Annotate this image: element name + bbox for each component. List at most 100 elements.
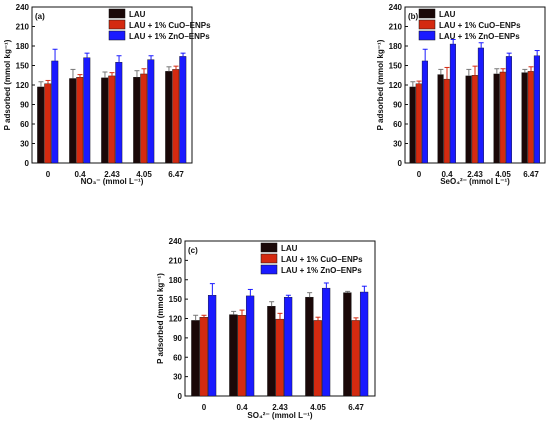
y-tick-label: 120 <box>16 81 30 90</box>
bar-1 <box>165 71 173 164</box>
legend-swatch-2 <box>418 19 436 30</box>
bar-3 <box>179 56 187 164</box>
x-tick-label: 6.47 <box>168 170 184 179</box>
panel-label: (c) <box>188 246 198 255</box>
x-axis-label: SO₄²⁻ (mmol L⁻¹) <box>247 411 312 420</box>
y-tick-label: 60 <box>20 120 29 129</box>
bar-3 <box>321 287 331 397</box>
x-axis-label: NO₃⁻ (mmol L⁻¹) <box>81 177 144 186</box>
y-tick-label: 30 <box>20 140 29 149</box>
bar-2 <box>415 83 422 164</box>
y-tick-label: 120 <box>169 315 183 324</box>
legend-swatch-1 <box>260 242 278 253</box>
bar-1 <box>69 78 77 164</box>
y-tick-label: 0 <box>398 159 403 168</box>
bar-3 <box>477 47 484 164</box>
x-tick-label: 4.05 <box>136 170 152 179</box>
bar-3 <box>207 295 217 397</box>
y-tick-label: 120 <box>389 81 403 90</box>
bar-1 <box>521 72 528 164</box>
x-tick-label: 4.05 <box>310 403 326 412</box>
bar-1 <box>305 296 314 397</box>
bar-1 <box>191 320 200 397</box>
y-tick-label: 210 <box>16 23 30 32</box>
bar-3 <box>533 55 540 164</box>
x-tick-label: 2.43 <box>467 170 483 179</box>
legend-swatch-3 <box>108 30 126 41</box>
y-tick-label: 60 <box>393 120 402 129</box>
y-tick-label: 90 <box>20 101 29 110</box>
bar-2 <box>76 76 84 164</box>
bar-3 <box>115 62 123 164</box>
y-tick-label: 180 <box>389 42 403 51</box>
x-tick-label: 0.4 <box>74 170 86 179</box>
bar-2 <box>499 71 506 164</box>
y-tick-label: 240 <box>169 237 183 246</box>
bar-3 <box>359 291 369 397</box>
x-tick-label: 2.43 <box>272 403 288 412</box>
bar-3 <box>421 60 428 164</box>
y-tick-label: 0 <box>178 392 183 401</box>
legend-swatch-1 <box>418 8 436 19</box>
bar-1 <box>465 75 472 164</box>
bar-1 <box>229 314 238 397</box>
x-tick-label: 6.47 <box>348 403 364 412</box>
bar-1 <box>493 73 500 164</box>
y-axis-label: P adsorbed (mmol kg⁻¹) <box>376 39 385 130</box>
y-tick-label: 0 <box>25 159 30 168</box>
bar-2 <box>443 78 450 164</box>
x-tick-label: 0 <box>417 170 422 179</box>
y-tick-label: 210 <box>169 256 183 265</box>
x-tick-label: 0 <box>202 403 207 412</box>
y-tick-label: 180 <box>169 276 183 285</box>
bar-1 <box>343 292 352 397</box>
x-tick-label: 0.4 <box>441 170 453 179</box>
y-axis-label: P adsorbed (mmol kg⁻¹) <box>3 39 12 130</box>
bar-1 <box>437 74 444 164</box>
chart-panel-1: 0 30 60 90 120 150 180 210 240 0 0.4 2.43 4.05 6.47 (a… <box>3 3 211 186</box>
y-tick-label: 210 <box>389 23 403 32</box>
chart-panel-2: 0 30 60 90 120 150 180 210 240 0 0.4 2.43 4.05 6.47 (b… <box>376 3 546 186</box>
legend-label-1: LAU <box>439 10 456 19</box>
bar-1 <box>101 77 109 164</box>
bar-3 <box>51 60 59 164</box>
y-tick-label: 240 <box>16 3 30 12</box>
bar-2 <box>140 73 148 164</box>
legend-swatch-3 <box>418 30 436 41</box>
legend-label-2: LAU + 1% CuO–ENPs <box>439 21 521 30</box>
y-tick-label: 150 <box>389 62 403 71</box>
legend-swatch-1 <box>108 8 126 19</box>
legend-label-1: LAU <box>129 10 146 19</box>
bar-2 <box>527 71 534 164</box>
y-tick-label: 180 <box>16 42 30 51</box>
x-tick-label: 0.4 <box>236 403 248 412</box>
legend-label-3: LAU + 1% ZnO–ENPs <box>281 266 362 275</box>
bar-2 <box>199 317 208 397</box>
bar-2 <box>108 75 116 164</box>
legend-swatch-2 <box>260 253 278 264</box>
bar-3 <box>283 296 293 397</box>
bar-3 <box>147 59 155 164</box>
x-tick-label: 0 <box>46 170 51 179</box>
bar-2 <box>351 320 360 397</box>
bar-3 <box>83 57 91 164</box>
bar-2 <box>44 83 52 164</box>
y-tick-label: 60 <box>173 353 182 362</box>
bar-3 <box>505 56 512 164</box>
y-tick-label: 30 <box>173 373 182 382</box>
chart-panel-3: 0 30 60 90 120 150 180 210 240 0 0.4 2.43 4.05 6.47 (c… <box>156 237 376 420</box>
bar-3 <box>245 295 255 397</box>
y-tick-label: 90 <box>173 334 182 343</box>
legend-label-3: LAU + 1% ZnO–ENPs <box>439 32 520 41</box>
legend-label-2: LAU + 1% CuO–ENPs <box>129 21 211 30</box>
x-tick-label: 2.43 <box>104 170 120 179</box>
legend-label-2: LAU + 1% CuO–ENPs <box>281 255 363 264</box>
y-tick-label: 150 <box>16 62 30 71</box>
panel-label: (a) <box>35 12 45 21</box>
bar-2 <box>237 315 246 397</box>
panel-label: (b) <box>408 12 419 21</box>
bar-2 <box>471 75 478 164</box>
y-tick-label: 150 <box>169 295 183 304</box>
x-tick-label: 4.05 <box>495 170 511 179</box>
